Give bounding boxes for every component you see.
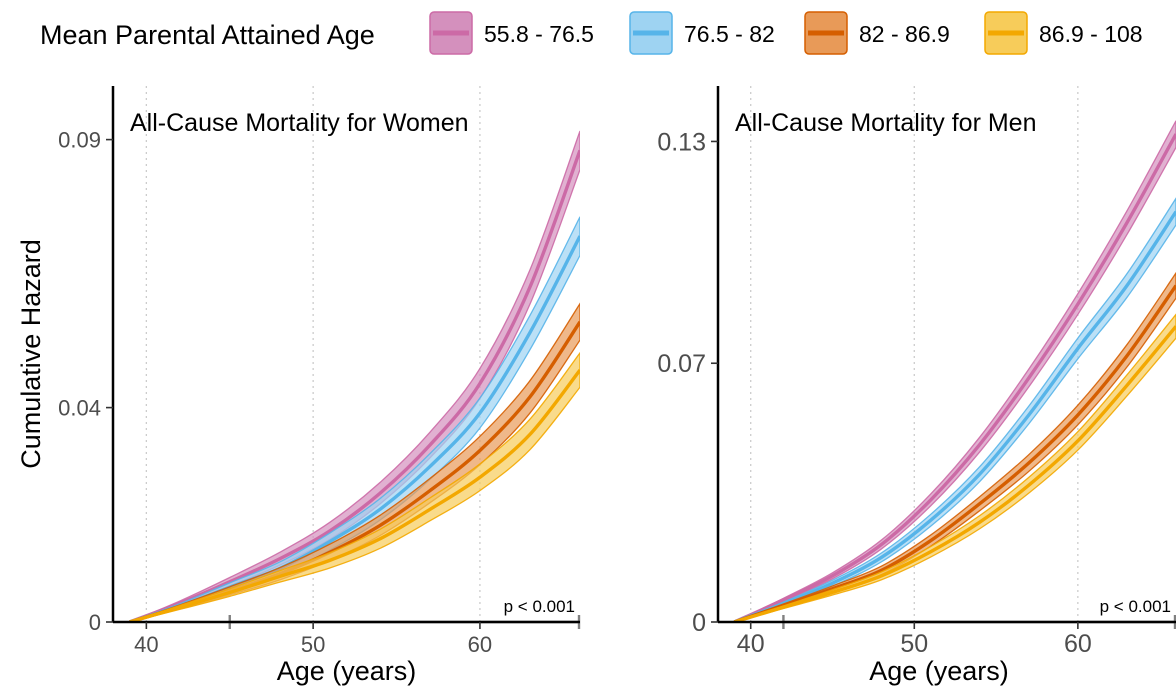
legend-title: Mean Parental Attained Age — [40, 20, 375, 50]
series-band — [734, 120, 1176, 622]
x-tick-label: 50 — [301, 632, 325, 657]
series-band — [734, 197, 1176, 622]
x-axis-title: Age (years) — [869, 656, 1009, 686]
x-tick-label: 60 — [1064, 630, 1092, 658]
series-line — [733, 284, 1176, 622]
legend-label: 55.8 - 76.5 — [484, 21, 594, 47]
series-group — [733, 120, 1176, 622]
series-line — [129, 369, 580, 622]
pvalue-label: p < 0.001 — [1100, 597, 1171, 616]
chart-panel: p < 0.001 0 0.07 0.13 40 50 60 All-Cause Mortal… — [657, 86, 1176, 686]
series-band — [734, 313, 1176, 622]
x-tick-label: 50 — [900, 630, 928, 658]
legend-label: 86.9 - 108 — [1039, 21, 1143, 47]
series-line — [733, 133, 1176, 622]
y-tick-label: 0.09 — [58, 128, 101, 153]
chart-panel: p < 0.001 0 0.04 0.09 40 50 60 All-Cause Mortal… — [16, 86, 581, 686]
series-band — [129, 351, 580, 622]
legend-label: 82 - 86.9 — [859, 21, 950, 47]
series-group — [129, 130, 580, 622]
series-line — [733, 325, 1176, 622]
y-tick-label: 0 — [89, 610, 101, 635]
series-band — [734, 271, 1176, 622]
pvalue-label: p < 0.001 — [504, 597, 575, 616]
chart-panels: p < 0.001 0 0.04 0.09 40 50 60 All-Cause Mortal… — [16, 86, 1176, 686]
y-tick-label: 0.07 — [657, 350, 706, 378]
x-tick-label: 40 — [134, 632, 158, 657]
x-tick-label: 60 — [468, 632, 492, 657]
y-axis-title: Cumulative Hazard — [16, 239, 46, 469]
y-tick-label: 0.13 — [657, 128, 706, 156]
y-tick-label: 0 — [692, 609, 706, 637]
legend: Mean Parental Attained Age 55.8 - 76.5 76… — [40, 11, 1143, 55]
panel-title: All-Cause Mortality for Men — [735, 109, 1036, 137]
panel-title: All-Cause Mortality for Women — [130, 109, 469, 137]
y-tick-label: 0.04 — [58, 396, 101, 421]
x-tick-label: 40 — [737, 630, 765, 658]
legend-label: 76.5 - 82 — [684, 21, 775, 47]
series-line — [129, 149, 580, 622]
series-line — [733, 210, 1176, 622]
x-axis-title: Age (years) — [277, 656, 417, 686]
